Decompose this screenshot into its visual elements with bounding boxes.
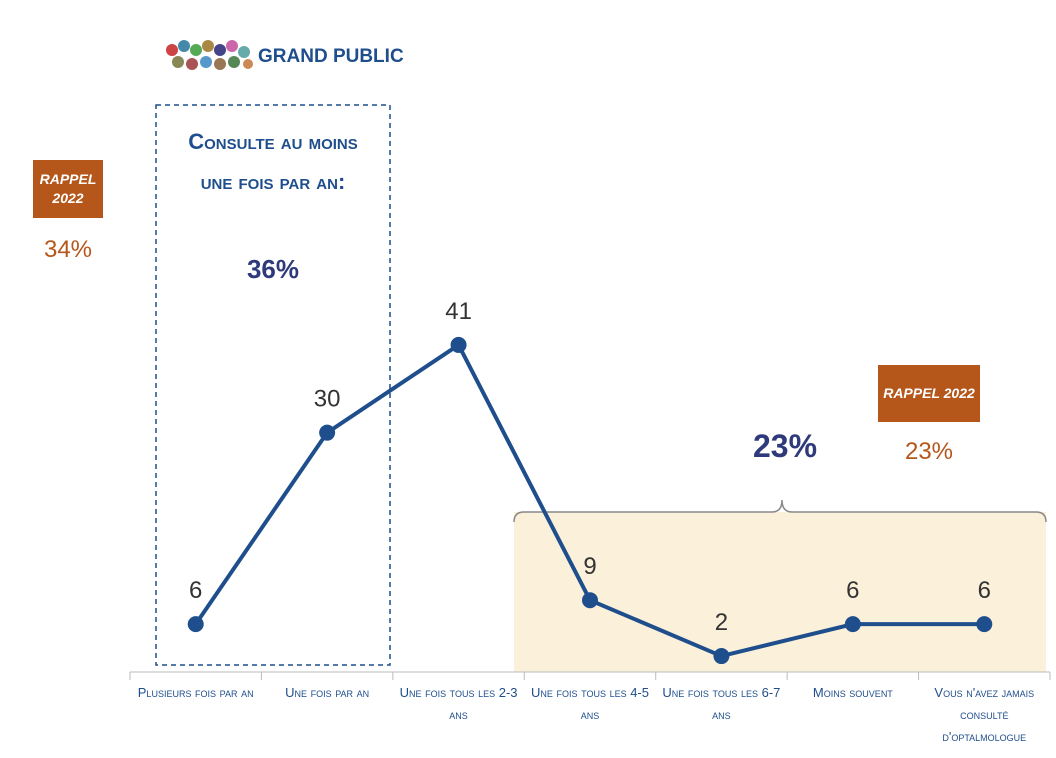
x-tick-label: Une fois tous les 6-7 ans [657, 682, 785, 726]
point [976, 616, 992, 632]
header-title: GRAND PUBLIC [258, 46, 404, 68]
x-tick-label: Moins souvent [789, 682, 917, 704]
data-label: 2 [715, 609, 728, 636]
point [451, 337, 467, 353]
box-text: Consulte au moins une fois par an: [176, 122, 370, 202]
group-value: 23% [730, 428, 840, 465]
data-label: 9 [583, 553, 596, 580]
point [582, 592, 598, 608]
rappel-value: 34% [33, 236, 103, 264]
point [319, 425, 335, 441]
data-label: 6 [189, 577, 202, 604]
x-tick-label: Vous n'avez jamais consulté d'optalmolog… [920, 682, 1048, 748]
x-tick-label: Plusieurs fois par an [132, 682, 260, 704]
x-tick-label: Une fois tous les 2-3 ans [395, 682, 523, 726]
data-label: 41 [445, 298, 472, 325]
x-tick-label: Une fois par an [263, 682, 391, 704]
page: 6 30 41 9 2 6 6 GRAND PUBLIC Consulte au moins… [0, 0, 1056, 758]
data-label: 30 [314, 386, 341, 413]
highlight-area [514, 512, 1046, 672]
crowd-icon [166, 40, 253, 70]
point [713, 648, 729, 664]
data-label: 6 [846, 577, 859, 604]
rappel-value: 23% [878, 438, 980, 466]
rappel-box: RAPPEL 2022 [878, 365, 980, 422]
rappel-box: RAPPEL 2022 [33, 160, 103, 218]
point [188, 616, 204, 632]
box-value: 36% [176, 254, 370, 285]
x-tick-label: Une fois tous les 4-5 ans [526, 682, 654, 726]
data-label: 6 [978, 577, 991, 604]
point [845, 616, 861, 632]
